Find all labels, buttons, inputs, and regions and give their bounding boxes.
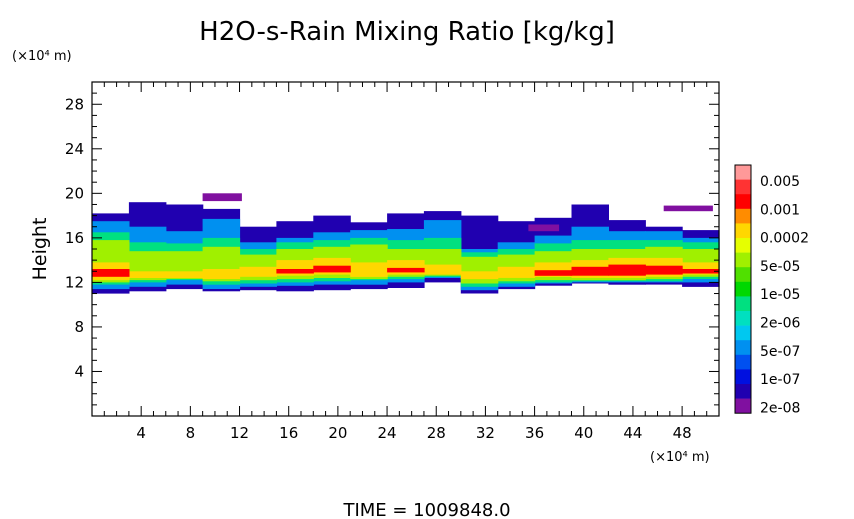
colorbar-swatch bbox=[735, 296, 751, 312]
colorbar-label: 0.005 bbox=[760, 174, 800, 190]
y-unit-label: (×10⁴ m) bbox=[12, 49, 72, 64]
colorbar: 0.005 0.001 0.0002 5e-05 1e-05 2e-06 5e-07 1e-0… bbox=[734, 164, 809, 416]
colorbar-label: 2e-08 bbox=[760, 400, 800, 416]
x-unit-label: (×10⁴ m) bbox=[650, 450, 710, 465]
field-band-cell bbox=[239, 266, 277, 277]
colorbar-label: 1e-07 bbox=[760, 372, 800, 388]
x-tick-label: 36 bbox=[525, 424, 544, 442]
field-patch bbox=[663, 205, 713, 212]
field-band-cell bbox=[423, 264, 462, 275]
colorbar-label: 1e-05 bbox=[760, 287, 800, 303]
x-tick-label: 20 bbox=[328, 424, 347, 442]
x-tick-label: 40 bbox=[574, 424, 593, 442]
colorbar-swatch bbox=[735, 281, 751, 297]
field-band-cell bbox=[608, 264, 646, 276]
field-band-cell bbox=[645, 265, 683, 275]
field-band-cell bbox=[92, 269, 130, 277]
x-tick-label: 28 bbox=[427, 424, 446, 442]
colorbar-swatch bbox=[735, 238, 751, 253]
colorbar-swatch bbox=[735, 267, 751, 283]
y-tick-label: 4 bbox=[74, 362, 84, 380]
colorbar-label: 5e-07 bbox=[760, 344, 800, 360]
y-tick-label: 28 bbox=[65, 95, 84, 113]
colorbar-swatch bbox=[735, 384, 751, 399]
field-patch bbox=[202, 193, 242, 202]
field-band-cell bbox=[534, 270, 573, 276]
field-band-cell bbox=[460, 271, 499, 280]
field-band-cell bbox=[350, 262, 388, 277]
colorbar-swatch bbox=[735, 369, 751, 385]
colorbar-frame bbox=[734, 164, 752, 414]
colorbar-label: 5e-05 bbox=[760, 259, 800, 275]
x-tick-label: 24 bbox=[378, 424, 397, 442]
colorbar-swatch bbox=[735, 208, 751, 224]
colorbar-swatch bbox=[735, 165, 751, 180]
x-tick-label: 32 bbox=[476, 424, 495, 442]
colorbar-label: 0.001 bbox=[760, 202, 800, 218]
field-band-cell bbox=[128, 271, 167, 278]
field-band-cell bbox=[497, 266, 536, 278]
y-axis-label: Height bbox=[29, 218, 51, 281]
field-band-cell bbox=[313, 265, 351, 273]
x-tick-label: 12 bbox=[230, 424, 249, 442]
footer-time: TIME = 1009848.0 bbox=[342, 500, 510, 519]
x-tick-label: 8 bbox=[186, 424, 196, 442]
colorbar-swatch bbox=[735, 398, 751, 414]
field-band-cell bbox=[276, 269, 314, 274]
x-tick-label: 48 bbox=[673, 424, 692, 442]
field-band-cell bbox=[387, 260, 425, 275]
field-band-cell bbox=[165, 271, 204, 278]
colorbar-swatch bbox=[735, 311, 751, 326]
colorbar-label: 0.0002 bbox=[760, 231, 809, 247]
colorbar-swatch bbox=[735, 354, 751, 370]
field-patch bbox=[528, 224, 560, 232]
y-tick-label: 16 bbox=[65, 229, 84, 247]
chart-title: H2O-s-Rain Mixing Ratio [kg/kg] bbox=[199, 17, 615, 47]
colorbar-swatch bbox=[735, 223, 751, 239]
y-tick-label: 24 bbox=[65, 140, 84, 158]
colorbar-swatch bbox=[735, 179, 751, 195]
y-tick-label: 20 bbox=[65, 184, 84, 202]
colorbar-swatch bbox=[735, 325, 751, 341]
y-tick-label: 8 bbox=[74, 318, 84, 336]
field-band-cell bbox=[387, 267, 425, 273]
colorbar-label: 2e-06 bbox=[760, 316, 800, 332]
y-tick-label: 12 bbox=[65, 273, 84, 291]
field-band-cell bbox=[571, 266, 609, 276]
field-band-cell bbox=[202, 269, 241, 279]
x-tick-label: 44 bbox=[623, 424, 642, 442]
field-band-cell bbox=[682, 269, 720, 274]
x-tick-label: 16 bbox=[279, 424, 298, 442]
colorbar-swatch bbox=[735, 252, 751, 268]
colorbar-swatch bbox=[735, 340, 751, 356]
plot-area bbox=[92, 193, 720, 294]
x-tick-label: 4 bbox=[136, 424, 146, 442]
colorbar-swatch bbox=[735, 194, 751, 210]
field-band-cell bbox=[460, 256, 499, 284]
